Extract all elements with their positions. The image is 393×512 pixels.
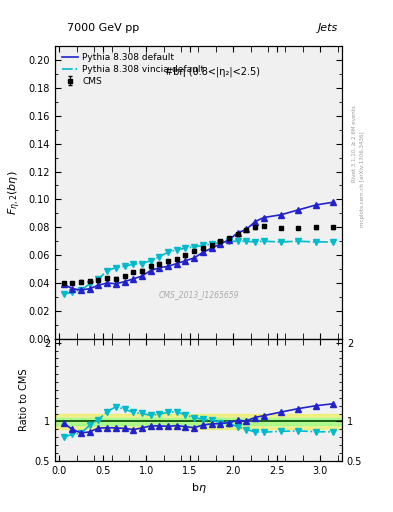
Bar [55, 414, 342, 430]
Text: mcplots.cern.ch [arXiv:1306.3436]: mcplots.cern.ch [arXiv:1306.3436] [360, 132, 365, 227]
Pythia 8.308 vincia-default [235, 238, 240, 244]
Pythia 8.308 default [122, 279, 127, 285]
Pythia 8.308 default [131, 276, 136, 282]
Pythia 8.308 vincia-default [105, 267, 110, 273]
Pythia 8.308 vincia-default [244, 238, 249, 244]
Y-axis label: Ratio to CMS: Ratio to CMS [19, 369, 29, 431]
Pythia 8.308 default [261, 215, 266, 221]
Pythia 8.308 vincia-default [87, 281, 92, 287]
Pythia 8.308 default [235, 230, 240, 236]
Pythia 8.308 vincia-default [296, 238, 301, 244]
Pythia 8.308 default [174, 261, 179, 267]
Pythia 8.308 default [192, 255, 196, 261]
Pythia 8.308 vincia-default [200, 242, 205, 248]
Pythia 8.308 vincia-default [192, 244, 196, 250]
Pythia 8.308 vincia-default [261, 238, 266, 244]
Pythia 8.308 default [114, 281, 118, 287]
Pythia 8.308 default [183, 258, 188, 264]
Pythia 8.308 default [209, 245, 214, 251]
Pythia 8.308 default [244, 226, 249, 232]
Pythia 8.308 default [96, 282, 101, 288]
Pythia 8.308 default [87, 286, 92, 292]
Line: Pythia 8.308 vincia-default: Pythia 8.308 vincia-default [64, 241, 333, 294]
Pythia 8.308 vincia-default [209, 241, 214, 247]
Pythia 8.308 default [79, 287, 83, 293]
Pythia 8.308 default [226, 237, 231, 243]
Pythia 8.308 default [105, 280, 110, 286]
Text: Rivet 3.1.10, ≥ 2.6M events: Rivet 3.1.10, ≥ 2.6M events [352, 105, 357, 182]
Pythia 8.308 default [331, 199, 336, 205]
Pythia 8.308 vincia-default [114, 265, 118, 271]
Pythia 8.308 default [314, 202, 318, 208]
Y-axis label: $F_{\eta,2}(b\eta)$: $F_{\eta,2}(b\eta)$ [7, 170, 23, 215]
Pythia 8.308 vincia-default [61, 291, 66, 297]
Pythia 8.308 default [157, 265, 162, 271]
Pythia 8.308 default [70, 286, 75, 292]
Pythia 8.308 default [279, 211, 283, 218]
Pythia 8.308 vincia-default [279, 239, 283, 245]
Pythia 8.308 default [148, 267, 153, 273]
Pythia 8.308 vincia-default [96, 276, 101, 282]
Pythia 8.308 vincia-default [70, 289, 75, 295]
Pythia 8.308 vincia-default [218, 240, 222, 246]
Text: Jets: Jets [318, 23, 338, 33]
Pythia 8.308 vincia-default [140, 261, 144, 267]
Pythia 8.308 vincia-default [131, 261, 136, 267]
Pythia 8.308 vincia-default [148, 258, 153, 264]
Pythia 8.308 default [200, 249, 205, 255]
Pythia 8.308 default [61, 282, 66, 288]
Pythia 8.308 vincia-default [166, 249, 171, 255]
Bar [55, 417, 342, 425]
Pythia 8.308 vincia-default [314, 239, 318, 245]
Pythia 8.308 vincia-default [122, 263, 127, 269]
Text: CMS_2013_I1265659: CMS_2013_I1265659 [158, 290, 239, 300]
Text: 7000 GeV pp: 7000 GeV pp [67, 23, 139, 33]
Line: Pythia 8.308 default: Pythia 8.308 default [64, 202, 333, 290]
Pythia 8.308 default [140, 273, 144, 279]
Pythia 8.308 vincia-default [157, 253, 162, 260]
Pythia 8.308 vincia-default [226, 238, 231, 244]
Pythia 8.308 vincia-default [183, 245, 188, 251]
Pythia 8.308 vincia-default [331, 239, 336, 245]
Legend: Pythia 8.308 default, Pythia 8.308 vincia-default, CMS: Pythia 8.308 default, Pythia 8.308 vinci… [59, 51, 207, 89]
Pythia 8.308 default [253, 219, 257, 225]
Pythia 8.308 default [218, 241, 222, 247]
Text: #bη (0.8<|η₂|<2.5): #bη (0.8<|η₂|<2.5) [165, 67, 260, 77]
Pythia 8.308 vincia-default [79, 287, 83, 293]
Pythia 8.308 default [166, 263, 171, 269]
X-axis label: b$\eta$: b$\eta$ [191, 481, 206, 495]
Pythia 8.308 vincia-default [174, 247, 179, 253]
Pythia 8.308 vincia-default [253, 239, 257, 245]
Pythia 8.308 default [296, 207, 301, 213]
